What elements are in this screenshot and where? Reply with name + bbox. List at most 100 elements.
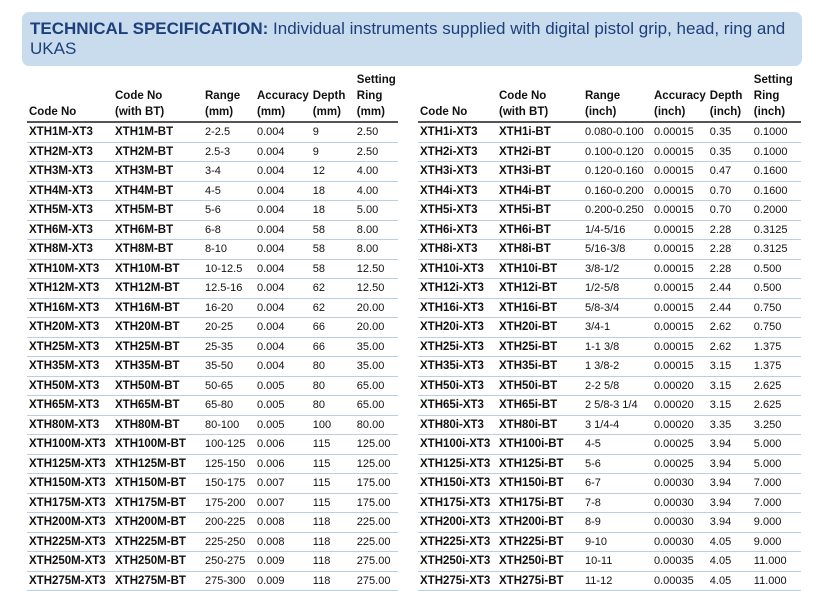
table-row: XTH200i-XT3 XTH200i-BT 8-9 0.00030 3.94 9.000 — [418, 512, 801, 533]
metric-table-body: XTH1M-XT3 XTH1M-BT 2-2.5 0.004 9 2.50 XTH2M-XT… — [27, 122, 398, 591]
code-cell: XTH175i-BT — [497, 493, 583, 513]
code-cell: XTH3M-XT3 — [27, 161, 113, 182]
value-cell: 225.00 — [354, 532, 398, 552]
value-cell: 80.00 — [354, 415, 398, 435]
table-row: XTH150M-XT3 XTH150M-BT 150-175 0.007 115 175.… — [27, 473, 398, 494]
code-cell: XTH5i-BT — [497, 200, 583, 221]
value-cell: 0.00015 — [652, 142, 708, 162]
value-cell: 4-5 — [203, 181, 255, 201]
code-cell: XTH35i-XT3 — [418, 356, 497, 377]
value-cell: 0.007 — [255, 493, 311, 513]
code-cell: XTH20M-BT — [113, 317, 203, 338]
value-cell: 0.160-0.200 — [583, 181, 652, 201]
value-cell: 9.000 — [751, 512, 801, 533]
spec-banner: TECHNICAL SPECIFICATION: Individual inst… — [22, 12, 802, 66]
code-cell: XTH2M-XT3 — [27, 142, 113, 162]
code-cell: XTH200M-BT — [113, 512, 203, 533]
column-header-line: Accuracy — [257, 90, 309, 102]
value-cell: 0.1000 — [751, 122, 801, 143]
table-row: XTH225i-XT3 XTH225i-BT 9-10 0.00030 4.05 9.00… — [418, 532, 801, 552]
value-cell: 1/2-5/8 — [583, 278, 652, 299]
column-header-line: Range — [205, 90, 241, 102]
column-header: Code No — [27, 72, 113, 123]
value-cell: 0.00030 — [652, 493, 708, 513]
code-cell: XTH10M-XT3 — [27, 259, 113, 279]
value-cell: 125-150 — [203, 454, 255, 474]
code-cell: XTH65M-XT3 — [27, 395, 113, 416]
code-cell: XTH3M-BT — [113, 161, 203, 182]
value-cell: 0.008 — [255, 532, 311, 552]
value-cell: 200-225 — [203, 512, 255, 533]
column-header: Code No (with BT) — [113, 72, 203, 123]
code-cell: XTH35i-BT — [497, 356, 583, 377]
value-cell: 10-12.5 — [203, 259, 255, 279]
value-cell: 115 — [310, 454, 355, 474]
column-header-line: Code No — [29, 106, 77, 118]
value-cell: 0.00030 — [652, 532, 708, 552]
value-cell: 0.00020 — [652, 415, 708, 435]
code-cell: XTH2i-XT3 — [418, 142, 497, 162]
code-cell: XTH25i-BT — [497, 337, 583, 357]
code-cell: XTH200i-XT3 — [418, 512, 497, 533]
value-cell: 62 — [310, 298, 355, 318]
value-cell: 80-100 — [203, 415, 255, 435]
value-cell: 115 — [310, 473, 355, 494]
value-cell: 7.000 — [751, 473, 801, 494]
table-row: XTH12i-XT3 XTH12i-BT 1/2-5/8 0.00015 2.44 0.5… — [418, 278, 801, 299]
table-row: XTH6M-XT3 XTH6M-BT 6-8 0.004 58 8.00 — [27, 220, 398, 240]
value-cell: 5.000 — [751, 454, 801, 474]
table-row: XTH65i-XT3 XTH65i-BT 2 5/8-3 1/4 0.00020 3.1… — [418, 395, 801, 416]
value-cell: 0.004 — [255, 181, 311, 201]
code-cell: XTH100i-BT — [497, 434, 583, 455]
banner-title-rest: Individual instruments supplied with dig… — [30, 19, 786, 58]
value-cell: 18 — [310, 200, 355, 221]
value-cell: 0.500 — [751, 278, 801, 299]
value-cell: 0.004 — [255, 337, 311, 357]
value-cell: 0.005 — [255, 395, 311, 416]
value-cell: 12.50 — [354, 259, 398, 279]
code-cell: XTH100M-BT — [113, 434, 203, 455]
value-cell: 5/8-3/4 — [583, 298, 652, 318]
value-cell: 20.00 — [354, 298, 398, 318]
table-row: XTH250i-XT3 XTH250i-BT 10-11 0.00035 4.05 11.… — [418, 551, 801, 572]
table-row: XTH3M-XT3 XTH3M-BT 3-4 0.004 12 4.00 — [27, 161, 398, 182]
value-cell: 25-35 — [203, 337, 255, 357]
value-cell: 175.00 — [354, 473, 398, 494]
table-row: XTH175M-XT3 XTH175M-BT 175-200 0.007 115 175.… — [27, 493, 398, 513]
value-cell: 0.00015 — [652, 337, 708, 357]
value-cell: 8.00 — [354, 239, 398, 260]
banner-title-bold: TECHNICAL SPECIFICATION: — [30, 19, 269, 38]
code-cell: XTH6M-XT3 — [27, 220, 113, 240]
value-cell: 9.000 — [751, 532, 801, 552]
value-cell: 7.000 — [751, 493, 801, 513]
value-cell: 0.3125 — [751, 220, 801, 240]
value-cell: 0.004 — [255, 298, 311, 318]
code-cell: XTH25M-XT3 — [27, 337, 113, 357]
value-cell: 2.50 — [354, 142, 398, 162]
value-cell: 125.00 — [354, 454, 398, 474]
column-header-line: (inch) — [654, 106, 686, 118]
value-cell: 0.004 — [255, 220, 311, 240]
value-cell: 0.00035 — [652, 551, 708, 572]
table-row: XTH125i-XT3 XTH125i-BT 5-6 0.00025 3.94 5.000 — [418, 454, 801, 474]
value-cell: 65.00 — [354, 376, 398, 396]
value-cell: 6-8 — [203, 220, 255, 240]
value-cell: 2.625 — [751, 376, 801, 396]
value-cell: 0.004 — [255, 278, 311, 299]
value-cell: 225.00 — [354, 512, 398, 533]
value-cell: 125.00 — [354, 434, 398, 455]
code-cell: XTH175i-XT3 — [418, 493, 497, 513]
code-cell: XTH20M-XT3 — [27, 317, 113, 338]
table-row: XTH6i-XT3 XTH6i-BT 1/4-5/16 0.00015 2.28 0.31… — [418, 220, 801, 240]
code-cell: XTH16M-XT3 — [27, 298, 113, 318]
code-cell: XTH150M-XT3 — [27, 473, 113, 494]
value-cell: 3.94 — [707, 454, 752, 474]
code-cell: XTH250i-XT3 — [418, 551, 497, 572]
value-cell: 175.00 — [354, 493, 398, 513]
code-cell: XTH50i-XT3 — [418, 376, 497, 396]
code-cell: XTH20i-BT — [497, 317, 583, 338]
code-cell: XTH5M-BT — [113, 200, 203, 221]
value-cell: 0.004 — [255, 200, 311, 221]
value-cell: 0.004 — [255, 122, 311, 143]
value-cell: 12 — [310, 161, 355, 182]
